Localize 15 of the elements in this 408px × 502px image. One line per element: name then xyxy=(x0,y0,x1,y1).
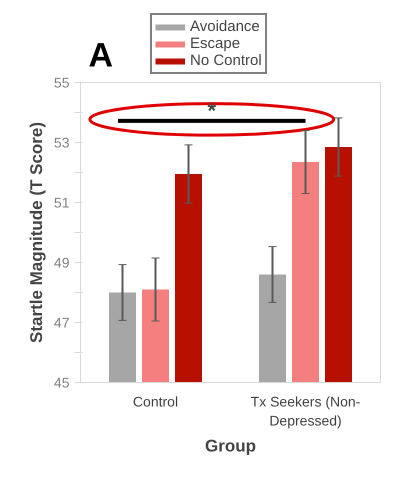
annotation: * xyxy=(207,98,216,123)
chart-title: A xyxy=(88,36,114,74)
y-axis-title: Startle Magnitude (T Score) xyxy=(26,122,46,344)
y-tick-label: 47 xyxy=(54,314,70,330)
y-tick-label: 49 xyxy=(54,254,70,270)
legend-label: Avoidance xyxy=(190,18,260,35)
y-tick-label: 53 xyxy=(54,134,70,150)
legend-label: Escape xyxy=(190,35,240,52)
y-tick-label: 45 xyxy=(54,374,70,390)
y-tick-label: 55 xyxy=(54,74,70,90)
y-tick-label: 51 xyxy=(54,194,70,210)
x-tick-label: Control xyxy=(132,394,178,410)
legend-label: No Control xyxy=(190,52,262,69)
x-axis-title: Group xyxy=(205,436,256,456)
x-tick-label: Tx Seekers (Non-Depressed) xyxy=(250,394,361,429)
